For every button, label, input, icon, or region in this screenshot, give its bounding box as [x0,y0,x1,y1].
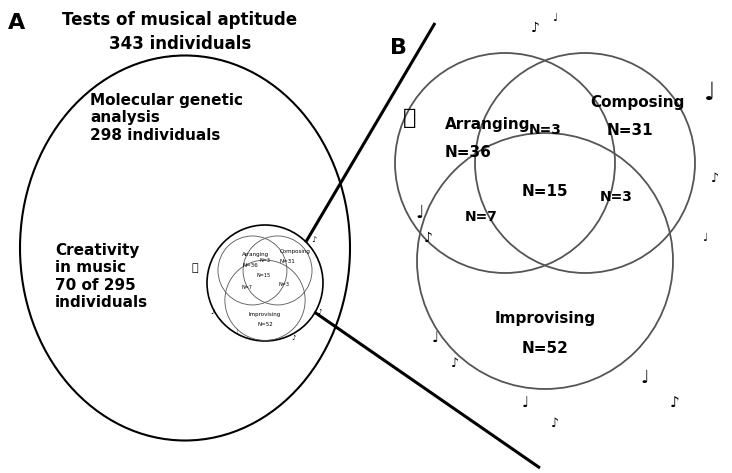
Text: ♩: ♩ [416,204,425,222]
Text: Composing: Composing [591,95,685,110]
Text: ♪: ♪ [451,357,459,369]
Text: Arranging: Arranging [444,117,530,132]
Text: N=15: N=15 [522,184,568,200]
Text: ♪: ♪ [424,231,433,245]
Text: 343 individuals: 343 individuals [109,35,251,53]
Text: Arranging: Arranging [242,253,269,257]
Text: N=7: N=7 [464,210,497,224]
Text: N=36: N=36 [242,263,258,268]
Text: N=15: N=15 [256,273,270,278]
Text: N=31: N=31 [607,123,654,138]
Text: Composing: Composing [280,249,310,254]
Text: ♩: ♩ [431,331,438,345]
Text: ♩: ♩ [703,233,708,243]
Text: N=7: N=7 [242,285,253,290]
Text: 𝄞: 𝄞 [403,108,417,128]
Text: ♩: ♩ [640,369,649,387]
Text: Molecular genetic
analysis
298 individuals: Molecular genetic analysis 298 individua… [90,93,243,143]
Text: N=3: N=3 [529,123,561,137]
Text: N=36: N=36 [444,144,491,159]
Text: ♪: ♪ [312,235,317,244]
Text: ♪: ♪ [211,309,215,315]
Text: Improvising: Improvising [494,311,596,326]
Text: 𝄞: 𝄞 [192,263,198,273]
Text: ♩: ♩ [521,395,529,411]
Text: N=3: N=3 [260,258,271,263]
Text: ♪: ♪ [292,335,296,341]
Text: B: B [390,38,407,58]
Text: Improvising: Improvising [249,312,281,317]
Text: N=3: N=3 [278,282,289,287]
Text: ♪: ♪ [670,395,680,411]
Text: ♪: ♪ [711,172,719,184]
Text: ♩: ♩ [704,81,716,105]
Text: Creativity
in music
70 of 295
individuals: Creativity in music 70 of 295 individual… [55,243,148,310]
Text: Tests of musical aptitude: Tests of musical aptitude [62,11,298,29]
Text: ♩: ♩ [234,329,238,335]
Text: N=31: N=31 [280,259,295,264]
Text: N=3: N=3 [600,190,632,204]
Text: ♪: ♪ [531,21,539,35]
Text: ♩: ♩ [553,13,558,23]
Text: A: A [8,13,25,33]
Text: ♪: ♪ [318,309,322,315]
Text: N=52: N=52 [257,322,273,327]
Text: N=52: N=52 [522,341,569,356]
Text: ♪: ♪ [551,417,559,429]
